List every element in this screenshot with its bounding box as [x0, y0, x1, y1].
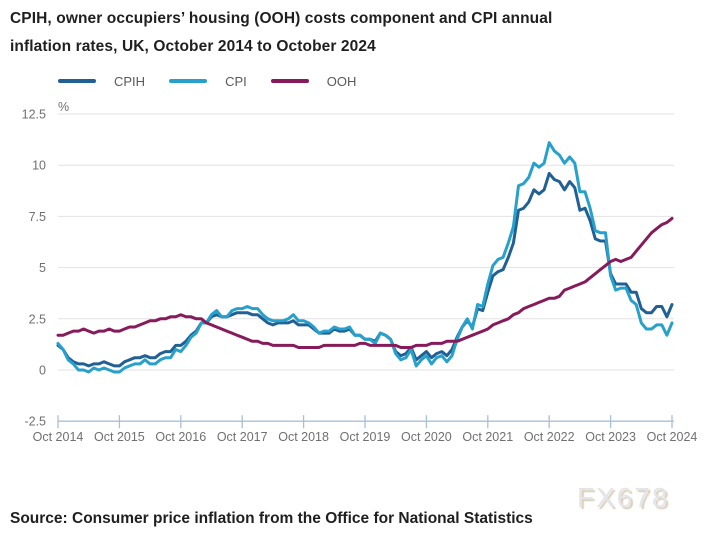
x-axis-tick-label: Oct 2017 [217, 430, 268, 444]
cpih-line-swatch [58, 79, 96, 83]
x-axis-tick-label: Oct 2024 [647, 430, 698, 444]
inflation-line-chart: -2.5 0 2.5 5 7.5 10 12.5% Oct 2014 Oct 2015 Oct 2… [22, 100, 698, 444]
y-axis-tick-label: 2.5 [29, 312, 46, 326]
series-line-cpih [56, 171, 674, 368]
y-axis-tick-label: 5 [39, 261, 46, 275]
legend-item-cpi: CPI [169, 74, 247, 89]
y-axis-tick-label: 12.5 [22, 108, 46, 122]
x-axis-tick-label: Oct 2016 [155, 430, 206, 444]
legend-item-ooh: OOH [270, 73, 357, 89]
x-axis-tick-label: Oct 2018 [278, 430, 329, 444]
chart-title-line1: CPIH, owner occupiers’ housing (OOH) cos… [10, 10, 553, 27]
ooh-line-swatch [270, 79, 309, 83]
chart-legend: CPIH CPI OOH [58, 73, 380, 89]
x-axis-tick-label: Oct 2022 [524, 430, 575, 444]
x-axis-tick-label: Oct 2014 [33, 430, 84, 444]
legend-label-ooh: OOH [326, 73, 357, 89]
x-axis-tick-label: Oct 2021 [462, 430, 513, 444]
chart-title-line2: inflation rates, UK, October 2014 to Oct… [10, 38, 376, 55]
x-axis-tick-label: Oct 2019 [340, 430, 391, 444]
x-axis-tick-label: Oct 2023 [585, 430, 636, 444]
cpi-line-swatch [169, 79, 208, 83]
legend-label-cpih: CPIH [114, 73, 146, 89]
y-axis-tick-label: 10 [32, 159, 46, 173]
legend-label-cpi: CPI [225, 73, 247, 89]
y-axis-tick-label: -2.5 [24, 415, 46, 429]
source-note: Source: Consumer price inflation from th… [10, 510, 533, 527]
x-axis-tick-label: Oct 2020 [401, 430, 452, 444]
legend-item-cpih: CPIH [58, 74, 145, 89]
chart-title: CPIH, owner occupiers’ housing (OOH) cos… [10, 5, 690, 61]
y-axis-unit-label: % [58, 100, 69, 114]
series-line-cpi [56, 141, 674, 374]
x-axis-tick-label: Oct 2015 [94, 430, 145, 444]
watermark-fx678: FX678 [577, 482, 670, 513]
y-axis-tick-label: 7.5 [29, 210, 46, 224]
y-axis-tick-label: 0 [39, 364, 46, 378]
series-line-ooh [56, 216, 674, 349]
